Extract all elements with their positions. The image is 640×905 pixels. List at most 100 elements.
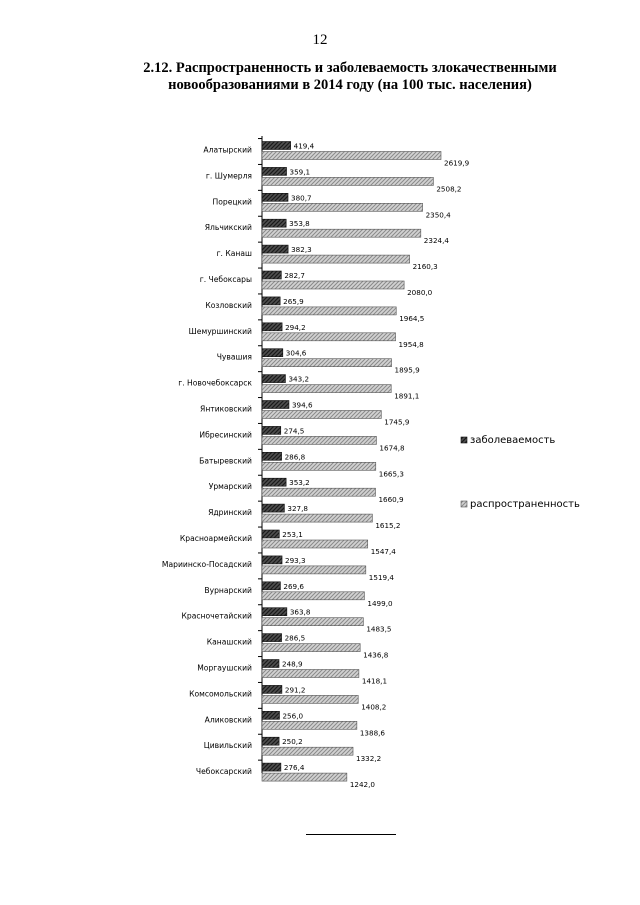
- data-label: 380,7: [291, 193, 312, 202]
- category-label: Шемуршинский: [189, 327, 252, 336]
- data-label: 343,2: [288, 375, 309, 384]
- page-title-line-1: 2.12. Распространенность и заболеваемост…: [143, 60, 557, 76]
- page-title: 2.12. Распространенность и заболеваемост…: [60, 60, 640, 94]
- incidence-bar: [261, 193, 289, 202]
- category-label: Комсомольский: [189, 689, 252, 698]
- prevalence-bar: [261, 643, 361, 652]
- data-label: 1674,8: [379, 443, 405, 452]
- data-label: 1660,9: [378, 495, 404, 504]
- category-label: Янтиковский: [200, 405, 252, 414]
- data-label: 353,2: [289, 478, 310, 487]
- data-label: 1332,2: [356, 754, 381, 763]
- legend-label-prevalence: распространенность: [470, 499, 580, 510]
- category-label: г. Канаш: [217, 249, 252, 258]
- incidence-bar: [261, 581, 281, 591]
- category-label: Красноармейский: [180, 534, 252, 543]
- prevalence-bar: [261, 669, 360, 678]
- data-label: 286,5: [285, 634, 306, 643]
- category-label: г. Новочебоксарск: [178, 379, 252, 388]
- incidence-bar: [261, 633, 282, 642]
- category-label: Порецкий: [213, 197, 253, 206]
- data-label: 1891,1: [394, 392, 419, 401]
- legend-label-incidence: заболеваемость: [470, 435, 555, 446]
- incidence-bar: [261, 244, 289, 254]
- prevalence-bar: [261, 617, 364, 627]
- data-label: 1954,8: [399, 340, 425, 349]
- prevalence-bar: [261, 151, 442, 160]
- category-label: Моргаушский: [197, 664, 252, 673]
- incidence-bar: [261, 322, 283, 332]
- data-label: 2350,4: [426, 210, 452, 219]
- data-label: 274,5: [284, 426, 305, 435]
- incidence-bar: [261, 451, 282, 461]
- incidence-bar: [261, 270, 282, 280]
- data-label: 286,8: [285, 452, 306, 461]
- category-label: Красночетайский: [182, 612, 253, 621]
- category-label: Яльчикский: [205, 223, 252, 232]
- category-label: Ибресинский: [199, 430, 252, 439]
- incidence-bar: [261, 710, 280, 720]
- category-label: Вурнарский: [204, 586, 252, 595]
- prevalence-bar: [261, 358, 392, 368]
- data-label: 382,3: [291, 245, 312, 254]
- category-label: г. Шумерля: [206, 171, 252, 180]
- prevalence-bar: [261, 203, 423, 212]
- category-label: Урмарский: [209, 482, 252, 491]
- data-label: 1388,6: [360, 728, 386, 737]
- data-label: 1745,9: [384, 418, 410, 427]
- incidence-bar: [261, 296, 281, 306]
- data-label: 1483,5: [366, 625, 391, 634]
- category-label: Батыревский: [199, 456, 252, 465]
- data-label: 359,1: [290, 167, 311, 176]
- incidence-bar: [261, 477, 287, 487]
- incidence-bar: [261, 348, 284, 358]
- data-label: 1547,4: [371, 547, 397, 556]
- prevalence-bar: [261, 565, 367, 575]
- data-label: 2080,0: [407, 288, 433, 297]
- data-label: 291,2: [285, 685, 306, 694]
- category-label: Цивильский: [204, 741, 252, 750]
- incidence-bar: [261, 426, 282, 435]
- category-label: г. Чебоксары: [200, 275, 252, 284]
- data-label: 282,7: [284, 271, 305, 280]
- data-label: 294,2: [285, 323, 306, 332]
- data-label: 2324,4: [424, 236, 450, 245]
- data-label: 250,2: [282, 737, 303, 746]
- data-label: 1408,2: [361, 702, 386, 711]
- data-label: 265,9: [283, 297, 304, 306]
- data-label: 394,6: [292, 401, 313, 410]
- prevalence-bar: [261, 461, 377, 471]
- data-label: 1499,0: [367, 599, 393, 608]
- incidence-bar: [261, 218, 287, 228]
- incidence-bar: [261, 503, 285, 513]
- data-label: 419,4: [294, 142, 315, 151]
- incidence-bar: [261, 607, 288, 617]
- data-label: 1242,0: [350, 780, 376, 789]
- data-label: 1436,8: [363, 651, 389, 660]
- category-label: Алатырский: [203, 146, 252, 155]
- data-label: 1519,4: [369, 573, 395, 582]
- prevalence-bar: [261, 695, 359, 704]
- incidence-bar: [261, 400, 290, 409]
- incidence-bar: [261, 659, 280, 668]
- data-label: 1964,5: [399, 314, 424, 323]
- data-label: 353,8: [289, 219, 310, 228]
- incidence-bar: [261, 167, 287, 176]
- data-label: 248,9: [282, 660, 303, 669]
- category-label: Чебоксарский: [196, 767, 252, 776]
- incidence-bar: [261, 736, 280, 746]
- data-label: 276,4: [284, 763, 305, 772]
- footnote-separator: [306, 834, 396, 835]
- data-label: 1665,3: [379, 469, 404, 478]
- data-label: 256,0: [282, 711, 303, 720]
- category-label: Чувашия: [217, 353, 252, 362]
- data-label: 253,1: [282, 530, 303, 539]
- prevalence-bar: [261, 487, 376, 497]
- prevalence-bar: [261, 254, 410, 264]
- incidence-bar: [261, 555, 283, 565]
- prevalence-bar: [261, 280, 405, 290]
- prevalence-bar: [261, 228, 422, 238]
- category-label: Канашский: [207, 638, 252, 647]
- prevalence-bar: [261, 436, 377, 445]
- data-label: 2619,9: [444, 159, 470, 168]
